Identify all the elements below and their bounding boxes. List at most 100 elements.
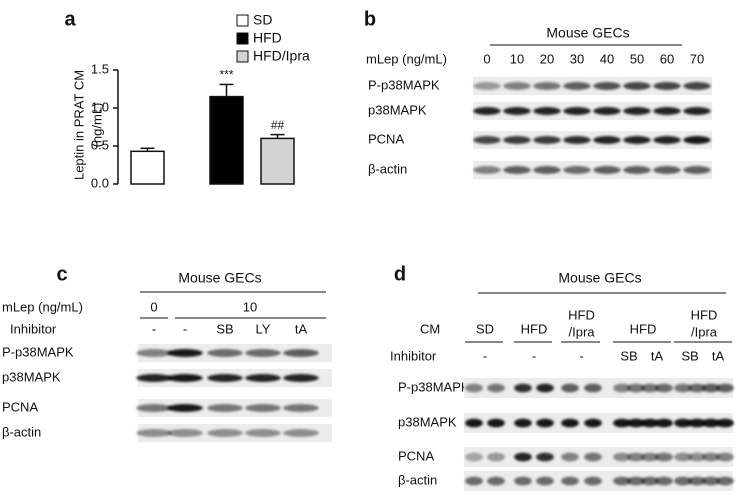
blot-band bbox=[465, 476, 483, 486]
blot-band bbox=[473, 82, 501, 90]
lane-label: - bbox=[152, 321, 156, 336]
blot-band bbox=[136, 374, 172, 382]
blot-band bbox=[716, 383, 734, 393]
blot-band bbox=[627, 383, 645, 393]
blot-band bbox=[653, 166, 681, 174]
dose-axis-label: mLep (ng/mL) bbox=[2, 299, 83, 314]
lane-label: SB bbox=[620, 348, 637, 363]
panel-letter: a bbox=[64, 8, 76, 30]
blot-band bbox=[653, 107, 681, 115]
lane-label: - bbox=[532, 348, 536, 363]
blot-band bbox=[487, 452, 505, 462]
blot-row-label: β-actin bbox=[2, 424, 41, 439]
blot-band bbox=[627, 476, 645, 486]
blot-band bbox=[641, 418, 659, 428]
significance-label: ## bbox=[271, 118, 285, 132]
blot-band bbox=[563, 136, 591, 144]
blot-band bbox=[561, 418, 579, 428]
blot-band bbox=[688, 452, 706, 462]
blot-header: Mouse GECs bbox=[558, 270, 641, 286]
blot-band bbox=[536, 418, 554, 428]
blot-band bbox=[514, 418, 532, 428]
blot-band bbox=[702, 476, 720, 486]
blot-header: Mouse GECs bbox=[546, 25, 629, 41]
lane-label: tA bbox=[651, 348, 664, 363]
blot-band bbox=[584, 476, 602, 486]
blot-band bbox=[683, 166, 711, 174]
lane-label: 40 bbox=[600, 51, 614, 66]
blot-band bbox=[688, 383, 706, 393]
blot-band bbox=[584, 452, 602, 462]
cm-axis-label: CM bbox=[420, 321, 440, 336]
y-tick-label: 1.0 bbox=[91, 99, 109, 114]
blot-band bbox=[503, 166, 531, 174]
blot-row-label: PCNA bbox=[368, 131, 404, 146]
blot-row-label: β-actin bbox=[398, 472, 437, 487]
significance-label: *** bbox=[219, 68, 233, 82]
blot-row-label: p38MAPK bbox=[368, 102, 427, 117]
blot-row-label: β-actin bbox=[368, 161, 407, 176]
y-axis-label: (ng/mL) bbox=[89, 103, 104, 148]
blot-band bbox=[167, 404, 203, 412]
lane-group-label: HFD bbox=[521, 321, 548, 336]
blot-band bbox=[283, 374, 319, 382]
blot-band bbox=[503, 136, 531, 144]
blot-band bbox=[536, 383, 554, 393]
bar bbox=[130, 150, 165, 185]
blot-band bbox=[702, 383, 720, 393]
blot-band bbox=[653, 82, 681, 90]
blot-strip bbox=[473, 77, 712, 95]
lane-group-label: 0 bbox=[150, 299, 157, 314]
blot-row-label: PCNA bbox=[2, 399, 38, 414]
lane-label: 20 bbox=[540, 51, 554, 66]
blot-band bbox=[207, 404, 243, 412]
blot-band bbox=[683, 136, 711, 144]
lane-label: 0 bbox=[483, 51, 490, 66]
lane-label: SB bbox=[681, 348, 698, 363]
blot-row-label: P-p38MAPK bbox=[398, 379, 470, 394]
blot-row-label: P-p38MAPK bbox=[368, 77, 440, 92]
blot-band bbox=[207, 374, 243, 382]
blot-band bbox=[245, 374, 281, 382]
blot-band bbox=[563, 82, 591, 90]
blot-band bbox=[688, 476, 706, 486]
blot-band bbox=[167, 429, 203, 437]
blot-band bbox=[473, 136, 501, 144]
blot-band bbox=[465, 452, 483, 462]
y-tick-label: 1.5 bbox=[91, 61, 109, 76]
legend-label: SD bbox=[253, 12, 272, 28]
blot-band bbox=[627, 452, 645, 462]
blot-strip bbox=[473, 161, 712, 179]
blot-band bbox=[487, 383, 505, 393]
blot-band bbox=[533, 107, 561, 115]
lane-group-label: 10 bbox=[243, 299, 257, 314]
blot-band bbox=[503, 82, 531, 90]
blot-band bbox=[627, 418, 645, 428]
bar bbox=[260, 137, 295, 185]
blot-band bbox=[536, 476, 554, 486]
legend-label: HFD bbox=[253, 30, 282, 46]
lane-label: tA bbox=[712, 348, 725, 363]
blot-band bbox=[514, 383, 532, 393]
blot-band bbox=[533, 136, 561, 144]
blot-band bbox=[641, 383, 659, 393]
blot-band bbox=[613, 383, 631, 393]
blot-band bbox=[283, 404, 319, 412]
blot-band bbox=[487, 418, 505, 428]
blot-band bbox=[283, 429, 319, 437]
blot-band bbox=[561, 476, 579, 486]
lane-label: tA bbox=[295, 321, 308, 336]
lane-label: 10 bbox=[510, 51, 524, 66]
blot-band bbox=[623, 166, 651, 174]
inhibitor-axis-label: Inhibitor bbox=[390, 348, 437, 363]
blot-band bbox=[465, 418, 483, 428]
lane-group-label: SD bbox=[476, 321, 494, 336]
lane-group-label: /Ipra bbox=[568, 324, 595, 339]
y-tick-label: 0.0 bbox=[91, 175, 109, 190]
blot-band bbox=[623, 82, 651, 90]
blot-band bbox=[245, 404, 281, 412]
blot-band bbox=[674, 383, 692, 393]
blot-band bbox=[674, 452, 692, 462]
blot-band bbox=[655, 418, 673, 428]
